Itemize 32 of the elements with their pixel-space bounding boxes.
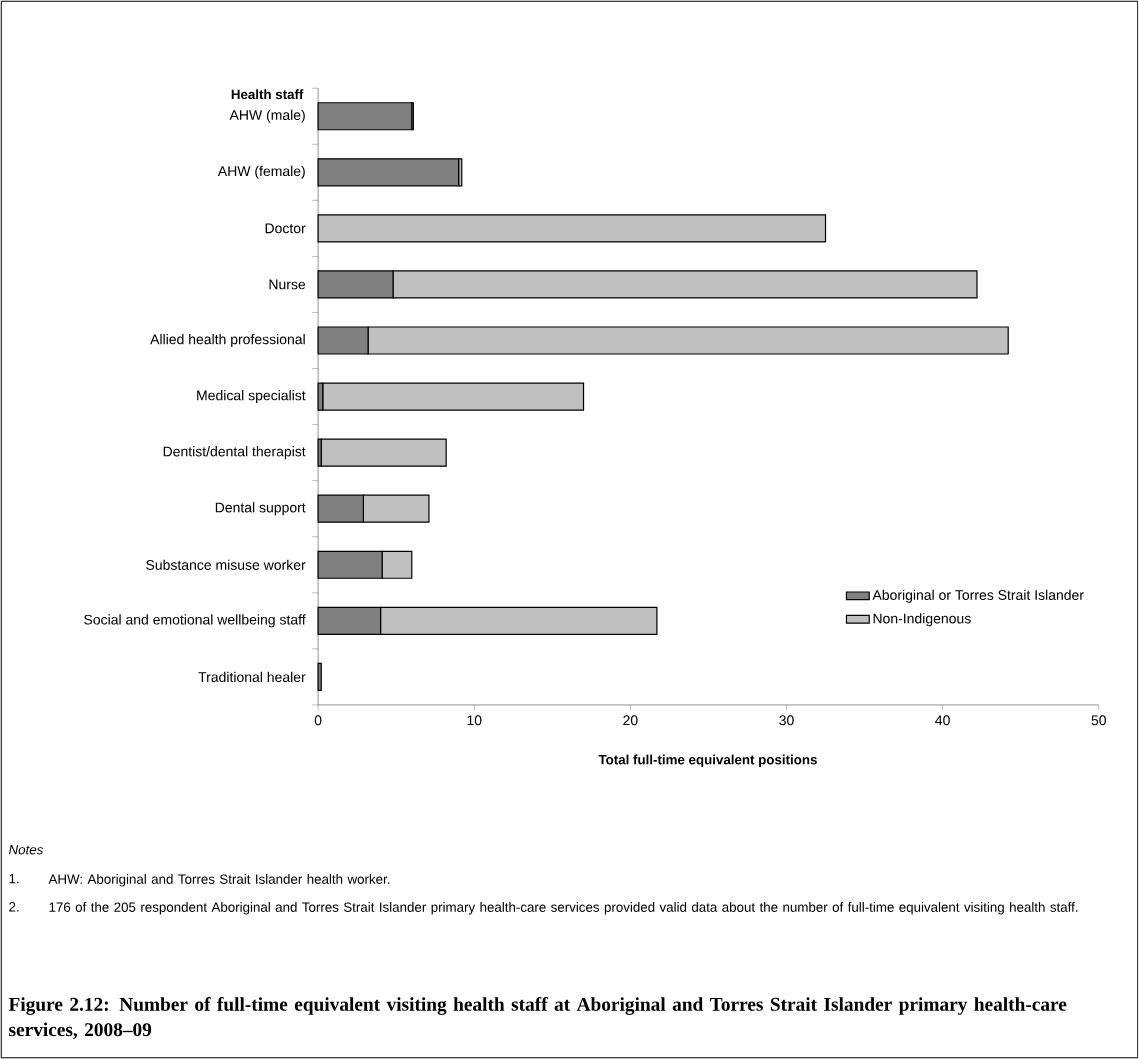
x-tick-label: 20 <box>623 715 638 726</box>
bar <box>317 158 460 187</box>
y-tick-label: Allied health professional <box>150 333 305 348</box>
x-axis-title: Total full-time equivalent positions <box>598 754 817 768</box>
legend-label: Non-Indigenous <box>873 613 971 627</box>
y-tick-label: Social and emotional wellbeing staff <box>84 614 306 628</box>
bar <box>320 438 447 467</box>
legend-label: Aboriginal or Torres Strait Islander <box>872 589 1084 603</box>
x-tick-label: 50 <box>1091 715 1106 726</box>
text: 176 of the 205 respondent Aboriginal and Torres Strait Islander primary health-care services provided valid data about the number of full-time equivalent visiting health staff. <box>49 902 1078 915</box>
text: AHW: Aboriginal and Torres Strait Islander health worker. <box>48 874 390 887</box>
y-tick-label: AHW (female) <box>217 165 305 179</box>
text: Figure 2.12: Number of full-time equivalent visiting health staff at Aboriginal and Torres Strait Islander primary health-care services, 2008–09 <box>8 997 1067 1039</box>
y-tick-label: Dentist/dental therapist <box>163 446 306 460</box>
x-tick-label: 10 <box>467 715 482 726</box>
text: 1. <box>9 874 19 884</box>
x-tick-label: 40 <box>935 715 950 726</box>
y-tick-label: Traditional healer <box>198 671 306 683</box>
y-tick-label: Nurse <box>269 279 306 290</box>
x-tick-label: 30 <box>779 715 794 726</box>
text: Notes <box>8 845 44 855</box>
y-tick-label: Medical specialist <box>197 390 306 404</box>
bar <box>317 214 827 243</box>
bar <box>317 102 413 131</box>
y-tick-label: Dental support <box>215 502 306 516</box>
y-tick-label: AHW (male) <box>229 109 305 123</box>
y-tick-label: Doctor <box>265 223 306 234</box>
x-tick-label: 0 <box>314 715 322 726</box>
bar <box>317 662 322 691</box>
y-axis-title: Health staff <box>231 89 304 100</box>
y-tick-label: Substance misuse worker <box>146 559 306 570</box>
text: 2. <box>9 902 19 912</box>
